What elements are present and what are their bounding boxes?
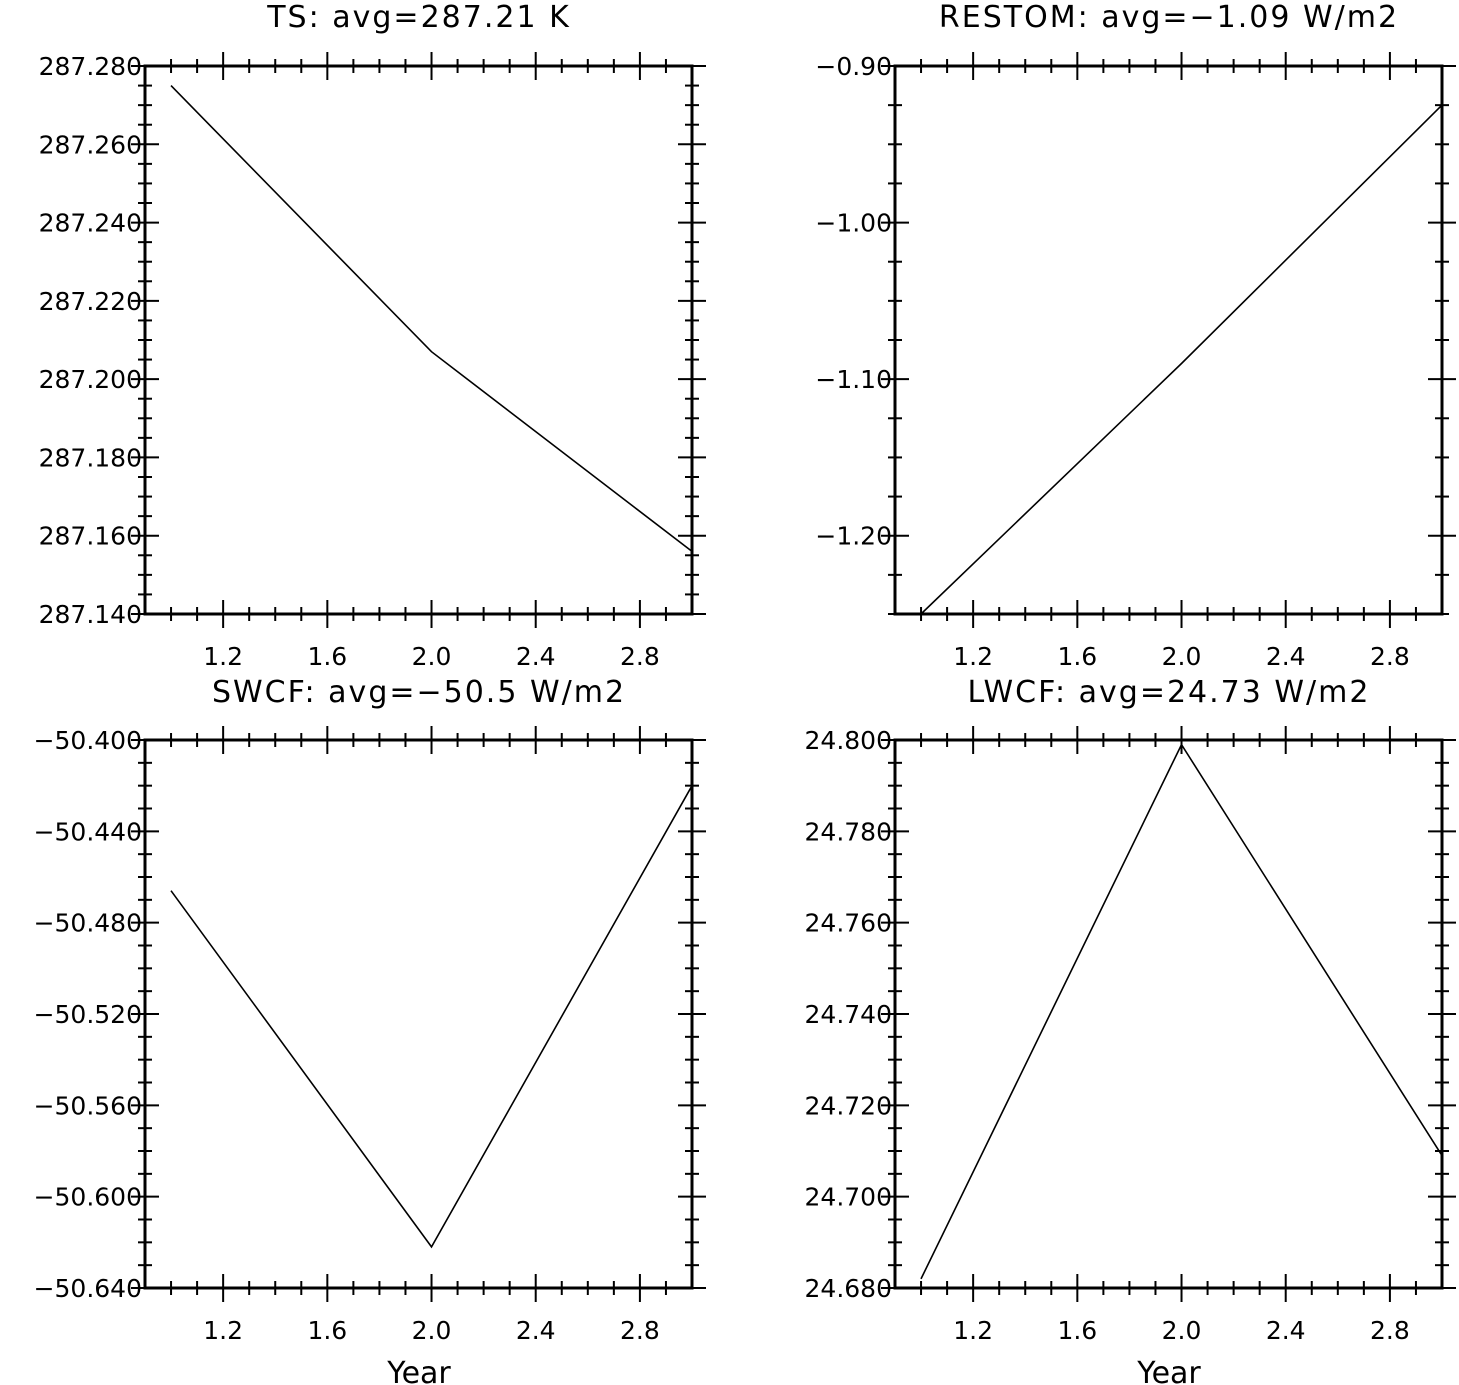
panel-ts: TS: avg=287.21 K 1.2 1.6 2.0 2.4 2.8 287.140 2… [39, 0, 706, 671]
x-tick-label: 2.8 [1370, 1316, 1410, 1345]
x-tick-label: 1.2 [203, 1316, 243, 1345]
y-tick-label: −50.640 [34, 1274, 142, 1303]
x-tick-label: 1.6 [307, 1316, 347, 1345]
x-tick-label: 1.2 [953, 642, 993, 671]
y-tick-label: −50.400 [34, 726, 142, 755]
panel-title: TS: avg=287.21 K [266, 0, 571, 35]
x-tick-label: 1.6 [1057, 642, 1097, 671]
x-tick-label: 2.0 [1162, 642, 1202, 671]
panel-title: SWCF: avg=−50.5 W/m2 [212, 675, 626, 710]
plot-frame [893, 64, 1444, 616]
y-tick-label: 24.780 [805, 817, 892, 846]
x-tick-label: 2.8 [620, 1316, 660, 1345]
x-tick-label: 2.8 [1370, 642, 1410, 671]
x-tick-label: 2.8 [620, 642, 660, 671]
y-tick-label: −1.10 [815, 365, 892, 394]
y-tick-label: −50.600 [34, 1183, 142, 1212]
y-tick-label: 287.240 [39, 209, 142, 238]
y-tick-label: −50.440 [34, 817, 142, 846]
plot-frame [143, 738, 694, 1290]
series-line [920, 104, 1443, 615]
y-tick-label: 287.220 [39, 287, 142, 316]
x-axis-label: Year [386, 1356, 451, 1385]
panel-swcf: SWCF: avg=−50.5 W/m2 Year 1.2 1.6 2.0 2.4 2.… [34, 675, 706, 1385]
y-tick-label: 287.160 [39, 522, 142, 551]
series-line [170, 785, 693, 1249]
x-tick-label: 2.4 [1266, 642, 1306, 671]
x-tick-label: 2.4 [1266, 1316, 1306, 1345]
series-line [170, 85, 693, 553]
panel-title: RESTOM: avg=−1.09 W/m2 [939, 0, 1399, 35]
y-tick-label: −1.00 [815, 209, 892, 238]
y-tick-label: 287.280 [39, 52, 142, 81]
x-tick-label: 1.2 [953, 1316, 993, 1345]
x-tick-label: 2.4 [516, 642, 556, 671]
y-tick-label: 24.740 [805, 1000, 892, 1029]
x-axis-label: Year [1136, 1356, 1201, 1385]
y-tick-label: 24.680 [805, 1274, 892, 1303]
x-tick-label: 1.2 [203, 642, 243, 671]
x-tick-label: 2.0 [412, 642, 452, 671]
series-line [920, 742, 1443, 1280]
y-tick-label: −1.20 [815, 522, 892, 551]
x-tick-label: 1.6 [307, 642, 347, 671]
y-tick-label: 24.800 [805, 726, 892, 755]
y-tick-label: 24.760 [805, 909, 892, 938]
x-tick-label: 1.6 [1057, 1316, 1097, 1345]
y-tick-label: −50.560 [34, 1091, 142, 1120]
y-tick-label: 287.180 [39, 443, 142, 472]
y-tick-label: 287.200 [39, 365, 142, 394]
y-tick-label: −0.90 [815, 52, 892, 81]
y-tick-label: 287.140 [39, 600, 142, 629]
y-tick-label: −50.480 [34, 909, 142, 938]
x-tick-label: 2.0 [1162, 1316, 1202, 1345]
panel-lwcf: LWCF: avg=24.73 W/m2 Year 1.2 1.6 2.0 2.4 2.… [805, 675, 1456, 1385]
plot-frame [143, 64, 694, 616]
panel-restom: RESTOM: avg=−1.09 W/m2 1.2 1.6 2.0 2.4 2.8 −1… [815, 0, 1456, 671]
plot-frame [893, 738, 1444, 1290]
x-tick-label: 2.4 [516, 1316, 556, 1345]
y-tick-label: 287.260 [39, 130, 142, 159]
x-tick-label: 2.0 [412, 1316, 452, 1345]
y-tick-label: 24.720 [805, 1091, 892, 1120]
y-tick-label: −50.520 [34, 1000, 142, 1029]
panel-title: LWCF: avg=24.73 W/m2 [968, 675, 1371, 710]
y-tick-label: 24.700 [805, 1183, 892, 1212]
